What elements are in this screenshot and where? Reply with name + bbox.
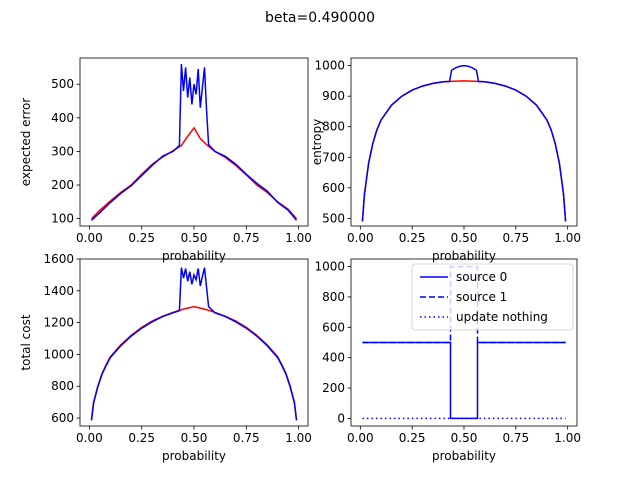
axes-total-cost: 0.00 0.25 0.50 0.75 1.00 600 800 1000 1200 1400 16… bbox=[19, 252, 312, 463]
y-tick-label: 700 bbox=[322, 150, 345, 164]
x-tick-label: 0.75 bbox=[233, 431, 260, 445]
y-tick-label: 400 bbox=[322, 351, 345, 365]
x-axis-label: probability bbox=[432, 249, 496, 263]
y-tick-label: 600 bbox=[322, 181, 345, 195]
y-tick-label: 100 bbox=[51, 212, 74, 226]
y-tick-label: 600 bbox=[322, 320, 345, 334]
y-axis-label: total cost bbox=[19, 314, 33, 370]
series-line-1 bbox=[90, 63, 298, 221]
y-tick-label: 300 bbox=[51, 144, 74, 158]
series-line-0 bbox=[361, 80, 567, 222]
x-tick-label: 1.00 bbox=[554, 431, 581, 445]
x-axis-label: probability bbox=[162, 449, 226, 463]
y-tick-label: 200 bbox=[51, 178, 74, 192]
axes-frame bbox=[79, 258, 309, 427]
series-line-0 bbox=[90, 126, 298, 220]
y-tick-label: 1000 bbox=[314, 59, 345, 73]
legend-label: source 0 bbox=[456, 270, 507, 284]
y-axis-label: expected error bbox=[19, 98, 33, 187]
x-tick-label: 0.50 bbox=[451, 231, 478, 245]
y-axis-label: entropy bbox=[310, 119, 324, 165]
y-tick-label: 800 bbox=[51, 379, 74, 393]
y-tick-label: 1000 bbox=[43, 347, 74, 361]
x-tick-label: 0.75 bbox=[502, 231, 529, 245]
y-tick-label: 200 bbox=[322, 381, 345, 395]
x-tick-label: 1.00 bbox=[285, 231, 312, 245]
legend: source 0 source 1 update nothing bbox=[411, 263, 574, 331]
x-tick-label: 0.25 bbox=[399, 231, 426, 245]
x-tick-label: 0.25 bbox=[399, 431, 426, 445]
y-tick-label: 1000 bbox=[314, 260, 345, 274]
x-tick-label: 1.00 bbox=[554, 231, 581, 245]
x-tick-label: 0.75 bbox=[502, 431, 529, 445]
x-axis-label: probability bbox=[432, 449, 496, 463]
x-tick-label: 0.50 bbox=[451, 431, 478, 445]
axes-entropy: 0.00 0.25 0.50 0.75 1.00 500 600 700 800 900 1000 p… bbox=[310, 57, 581, 263]
x-tick-label: 0.00 bbox=[347, 231, 374, 245]
x-tick-label: 0.00 bbox=[76, 231, 103, 245]
series-line-1 bbox=[362, 265, 566, 344]
x-axis-label: probability bbox=[162, 249, 226, 263]
series-line-0 bbox=[90, 305, 298, 420]
y-tick-label: 1200 bbox=[43, 316, 74, 330]
y-tick-label: 800 bbox=[322, 290, 345, 304]
axes-expected-error: 0.00 0.25 0.50 0.75 1.00 100 200 300 400 500 proba… bbox=[19, 57, 312, 263]
y-tick-label: 400 bbox=[51, 111, 74, 125]
x-tick-label: 0.00 bbox=[347, 431, 374, 445]
x-tick-label: 0.75 bbox=[233, 231, 260, 245]
x-tick-label: 0.00 bbox=[76, 431, 103, 445]
y-tick-label: 800 bbox=[322, 120, 345, 134]
series-line-0 bbox=[362, 341, 566, 420]
series-line-1 bbox=[90, 267, 298, 421]
y-tick-label: 0 bbox=[337, 411, 345, 425]
x-tick-label: 0.50 bbox=[181, 431, 208, 445]
y-tick-label: 900 bbox=[322, 89, 345, 103]
x-tick-label: 0.25 bbox=[128, 431, 155, 445]
axes-decision: 0.00 0.25 0.50 0.75 1.00 0 200 400 600 800 1000 pro… bbox=[314, 258, 581, 463]
x-tick-label: 1.00 bbox=[285, 431, 312, 445]
figure-suptitle: beta=0.490000 bbox=[265, 10, 375, 26]
series-line-1 bbox=[361, 64, 567, 222]
x-tick-label: 0.25 bbox=[128, 231, 155, 245]
legend-label: source 1 bbox=[456, 290, 507, 304]
legend-box bbox=[411, 263, 574, 331]
x-tick-label: 0.50 bbox=[181, 231, 208, 245]
y-tick-label: 1600 bbox=[43, 252, 74, 266]
axes-frame bbox=[350, 57, 578, 227]
legend-label: update nothing bbox=[456, 310, 548, 324]
y-tick-label: 500 bbox=[51, 77, 74, 91]
y-tick-label: 600 bbox=[51, 411, 74, 425]
y-tick-label: 1400 bbox=[43, 284, 74, 298]
y-tick-label: 500 bbox=[322, 211, 345, 225]
axes-frame bbox=[79, 57, 309, 227]
